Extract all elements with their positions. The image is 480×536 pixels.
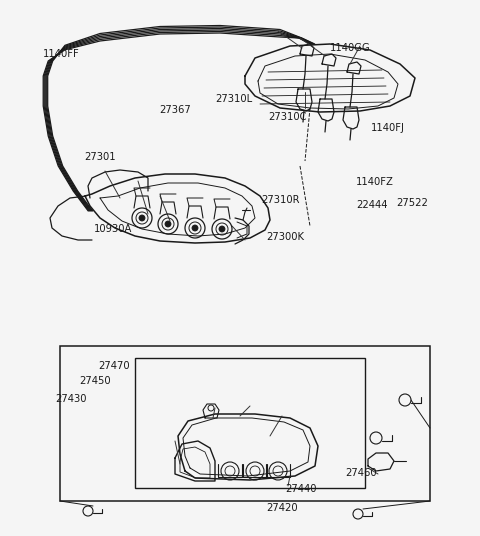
Bar xyxy=(60,346,430,501)
Text: 27301: 27301 xyxy=(84,152,116,162)
Bar xyxy=(135,358,365,488)
Text: 1140FZ: 1140FZ xyxy=(356,177,394,187)
Circle shape xyxy=(219,226,225,232)
Text: 27420: 27420 xyxy=(266,503,298,513)
Text: 1140FJ: 1140FJ xyxy=(371,123,405,132)
Text: 27460: 27460 xyxy=(346,468,377,478)
Text: 27367: 27367 xyxy=(159,105,191,115)
Text: 27450: 27450 xyxy=(79,376,111,385)
Text: 27430: 27430 xyxy=(55,394,87,404)
Text: 27300K: 27300K xyxy=(266,232,304,242)
Text: 22444: 22444 xyxy=(356,200,388,210)
Text: 10930A: 10930A xyxy=(94,224,132,234)
Text: 27522: 27522 xyxy=(396,198,428,207)
Circle shape xyxy=(139,215,145,221)
Text: 1140FF: 1140FF xyxy=(43,49,80,58)
Text: 27310R: 27310R xyxy=(262,195,300,205)
Text: 1140GG: 1140GG xyxy=(330,43,371,53)
Text: 27310C: 27310C xyxy=(268,112,306,122)
Text: 27470: 27470 xyxy=(98,361,130,370)
Circle shape xyxy=(165,221,171,227)
Text: 27310L: 27310L xyxy=(215,94,252,104)
Text: 27440: 27440 xyxy=(286,484,317,494)
Circle shape xyxy=(192,225,198,231)
